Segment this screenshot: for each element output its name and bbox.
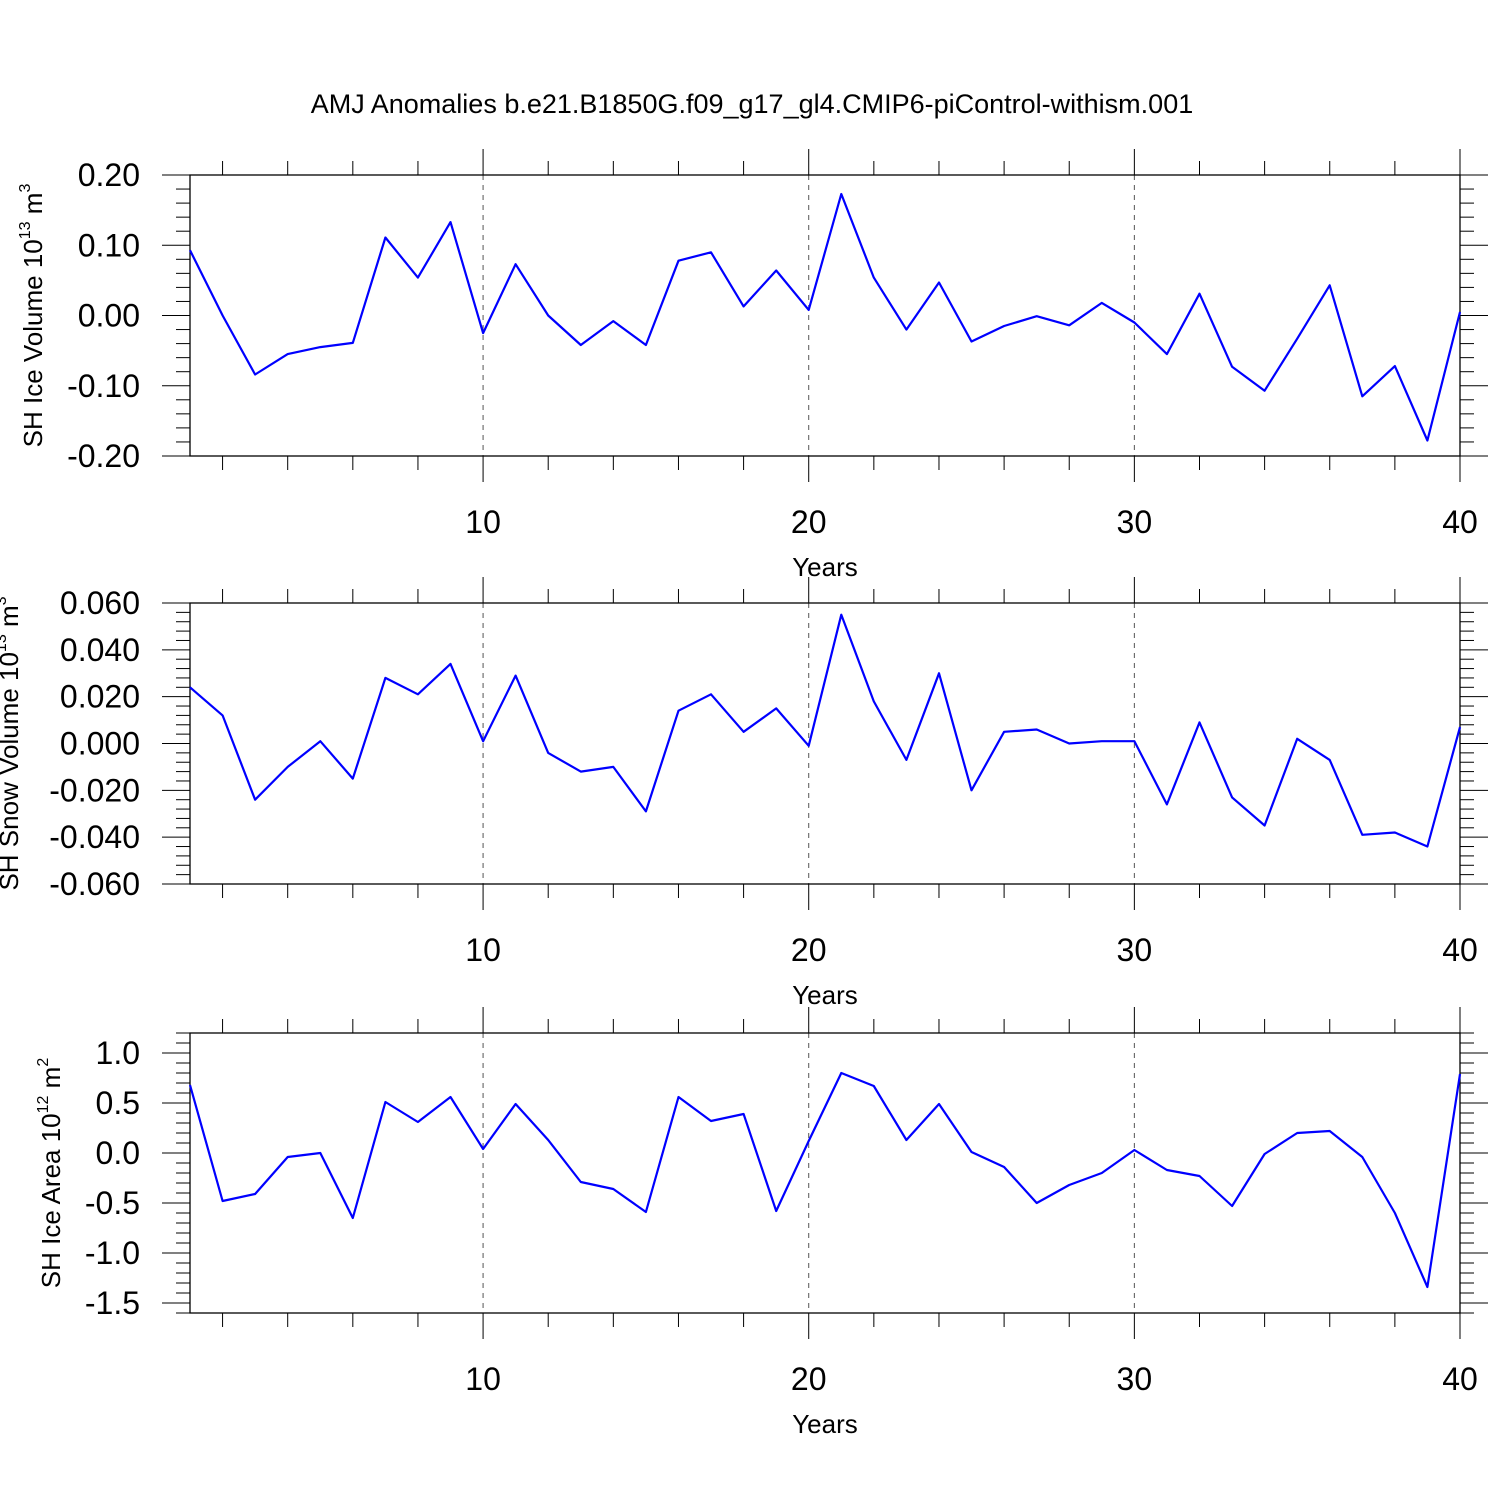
x-tick-label: 30 xyxy=(1117,504,1153,540)
x-tick-label: 30 xyxy=(1117,1361,1153,1397)
x-tick-label: 10 xyxy=(465,504,501,540)
y-tick-label: -0.040 xyxy=(49,819,140,855)
plot-frame xyxy=(189,174,1461,457)
y-tick-label: 0.10 xyxy=(78,227,140,263)
y-tick-label: -0.020 xyxy=(49,772,140,808)
y-tick-label: -0.060 xyxy=(49,866,140,902)
y-tick-label: 0.020 xyxy=(60,679,140,715)
x-tick-label: 40 xyxy=(1442,1361,1478,1397)
panels-group: 10 20 30 40 -0.20 -0.10 0.00 0.10 0.20 Years SH Ic… xyxy=(0,149,1488,1439)
y-tick-label: -1.5 xyxy=(85,1285,140,1321)
panel-1: 10 20 30 40 -0.20 -0.10 0.00 0.10 0.20 Years SH Ic… xyxy=(17,149,1488,582)
y-tick-label: 0.5 xyxy=(96,1085,140,1121)
x-tick-label: 10 xyxy=(465,1361,501,1397)
y-tick-label: -1.0 xyxy=(85,1235,140,1271)
y-tick-label: 0.040 xyxy=(60,632,140,668)
y-tick-label: 0.20 xyxy=(78,157,140,193)
plot-frame xyxy=(189,602,1461,885)
x-tick-label: 20 xyxy=(791,932,827,968)
y-tick-label: -0.20 xyxy=(67,438,140,474)
x-tick-label: 40 xyxy=(1442,932,1478,968)
x-axis-label: Years xyxy=(792,1409,858,1439)
x-tick-label: 40 xyxy=(1442,504,1478,540)
plot-frame xyxy=(189,1032,1461,1314)
x-tick-label: 30 xyxy=(1117,932,1153,968)
x-tick-label: 20 xyxy=(791,504,827,540)
y-axis-label: SH Ice Volume 1013 m3 xyxy=(17,184,48,448)
y-tick-label: 0.00 xyxy=(78,298,140,334)
series-line xyxy=(189,613,1462,848)
panel-3: 10 20 30 40 -1.5 -1.0 -0.5 0.0 0.5 1.0 Years SH Ice… xyxy=(35,1007,1488,1439)
y-tick-label: 0.0 xyxy=(96,1135,140,1171)
x-axis-label: Years xyxy=(792,552,858,582)
series-line xyxy=(188,1071,1462,1289)
y-axis-label: SH Ice Area 1012 m2 xyxy=(35,1058,66,1289)
panel-2: 10 20 30 40 -0.060 -0.040 -0.020 0.000 0.020 0.04… xyxy=(0,577,1488,1010)
x-tick-label: 10 xyxy=(465,932,501,968)
y-tick-label: -0.5 xyxy=(85,1185,140,1221)
y-tick-label: -0.10 xyxy=(67,368,140,404)
chart-title: AMJ Anomalies b.e21.B1850G.f09_g17_gl4.C… xyxy=(311,89,1193,119)
y-tick-label: 0.060 xyxy=(60,585,140,621)
y-tick-label: 1.0 xyxy=(96,1035,140,1071)
series-line xyxy=(189,192,1462,442)
x-axis-label: Years xyxy=(792,980,858,1010)
x-tick-label: 20 xyxy=(791,1361,827,1397)
y-tick-label: 0.000 xyxy=(60,726,140,762)
y-axis-label: SH Snow Volume 1013 m3 xyxy=(0,596,24,890)
